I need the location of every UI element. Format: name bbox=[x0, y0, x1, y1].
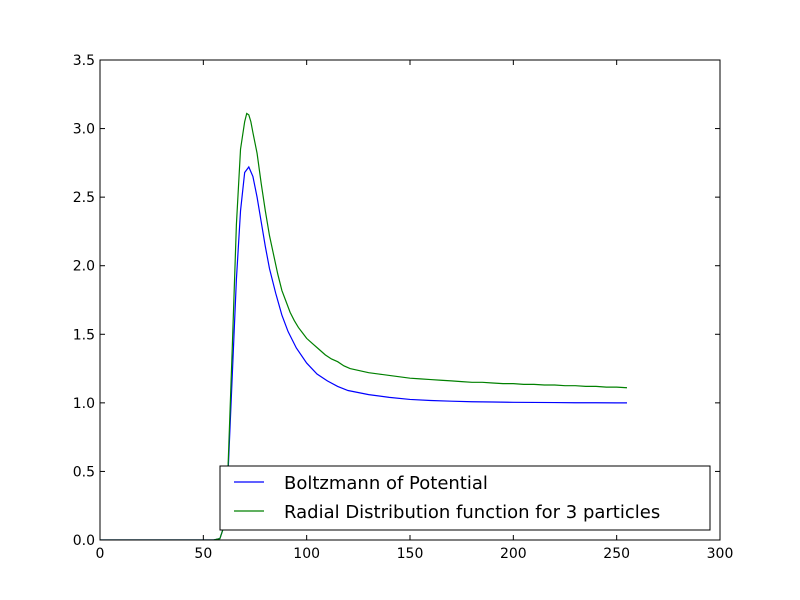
y-tick-label: 1.0 bbox=[73, 396, 95, 412]
series-line-2 bbox=[100, 112, 628, 540]
y-tick-label: 3.0 bbox=[73, 122, 95, 138]
series-line-1 bbox=[100, 165, 627, 540]
legend-label-2: Radial Distribution function for 3 parti… bbox=[284, 502, 660, 523]
x-tick-label: 250 bbox=[603, 546, 630, 562]
legend: Boltzmann of Potential Radial Distributio… bbox=[219, 465, 711, 531]
x-tick-label: 300 bbox=[707, 546, 734, 562]
y-tick-label: 0.0 bbox=[73, 533, 95, 549]
y-tick-label: 2.5 bbox=[73, 190, 95, 206]
x-tick-label: 0 bbox=[96, 546, 105, 562]
legend-label-1: Boltzmann of Potential bbox=[284, 473, 488, 494]
plot-area bbox=[100, 60, 720, 540]
y-tick-label: 2.0 bbox=[73, 259, 95, 275]
y-tick-label: 3.5 bbox=[73, 53, 95, 69]
legend-box bbox=[219, 465, 711, 531]
series-layer bbox=[100, 112, 628, 540]
axes-layer: 0 50 100 150 200 250 300 0.0 0.5 1.0 1.5 2.0 2.5 3.0 3… bbox=[73, 53, 734, 562]
x-tick-label: 150 bbox=[397, 546, 424, 562]
y-tick-label: 0.5 bbox=[73, 464, 95, 480]
x-tick-label: 200 bbox=[500, 546, 527, 562]
plot-background bbox=[100, 60, 720, 540]
x-tick-label: 50 bbox=[194, 546, 212, 562]
y-tick-label: 1.5 bbox=[73, 327, 95, 343]
x-tick-label: 100 bbox=[293, 546, 320, 562]
